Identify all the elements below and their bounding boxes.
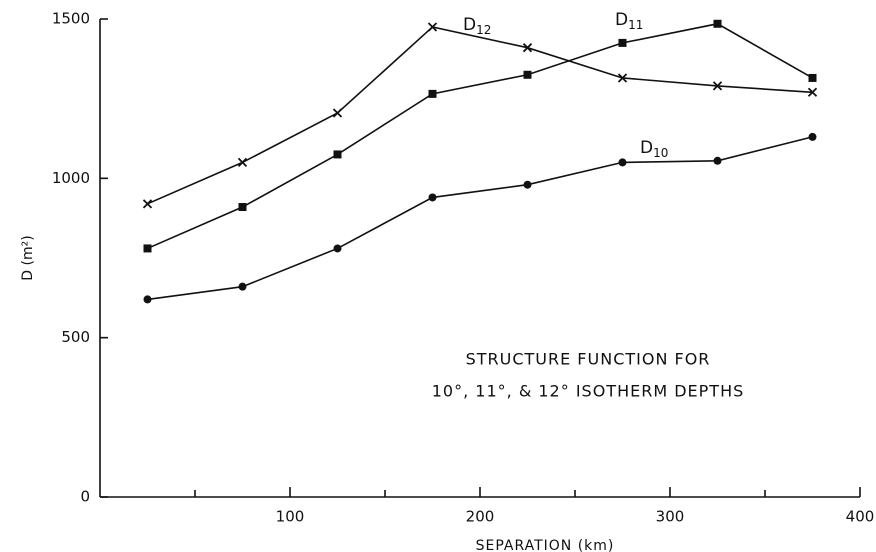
y-tick-label: 0 [80, 488, 90, 506]
marker [427, 22, 438, 32]
marker [618, 38, 627, 47]
marker [428, 89, 437, 98]
marker [142, 199, 153, 209]
y-tick-label: 500 [61, 328, 90, 346]
annotation: 10°, 11°, & 12° ISOTHERM DEPTHS [432, 382, 745, 401]
series-line [147, 26, 813, 205]
marker [523, 180, 532, 189]
marker [713, 156, 722, 165]
series-line [147, 22, 813, 250]
series-label-main: D [463, 15, 476, 35]
marker [238, 282, 247, 291]
marker [713, 19, 722, 28]
marker [617, 73, 628, 83]
marker [808, 132, 817, 141]
marker [523, 70, 532, 79]
marker [143, 244, 152, 253]
annotation: STRUCTURE FUNCTION FOR [466, 350, 711, 369]
marker [238, 203, 247, 212]
x-tick-label: 300 [656, 508, 685, 526]
series-line [147, 136, 813, 301]
marker [333, 244, 342, 253]
marker [143, 295, 152, 304]
marker [333, 150, 342, 159]
series-label-sub: 11 [628, 18, 643, 32]
marker [807, 87, 818, 97]
series-label: D11 [615, 10, 643, 32]
x-tick-label: 100 [276, 508, 305, 526]
x-tick-label: 200 [466, 508, 495, 526]
marker [428, 193, 437, 202]
y-tick-label: 1500 [52, 10, 90, 28]
series-label-main: D [615, 10, 628, 30]
marker [522, 43, 533, 53]
series-label-sub: 10 [653, 146, 668, 160]
marker [808, 73, 817, 82]
series-label: D12 [463, 15, 491, 37]
y-tick-label: 1000 [52, 169, 90, 187]
marker [712, 81, 723, 91]
marker [332, 108, 343, 118]
x-tick-label: 400 [846, 508, 875, 526]
y-axis-label: D (m²) [20, 235, 36, 280]
series-label: D10 [640, 138, 668, 160]
series-label-main: D [640, 138, 653, 158]
marker [618, 158, 627, 167]
series-label-sub: 12 [476, 23, 491, 37]
marker [237, 157, 248, 168]
x-axis-label: SEPARATION (km) [476, 538, 615, 552]
